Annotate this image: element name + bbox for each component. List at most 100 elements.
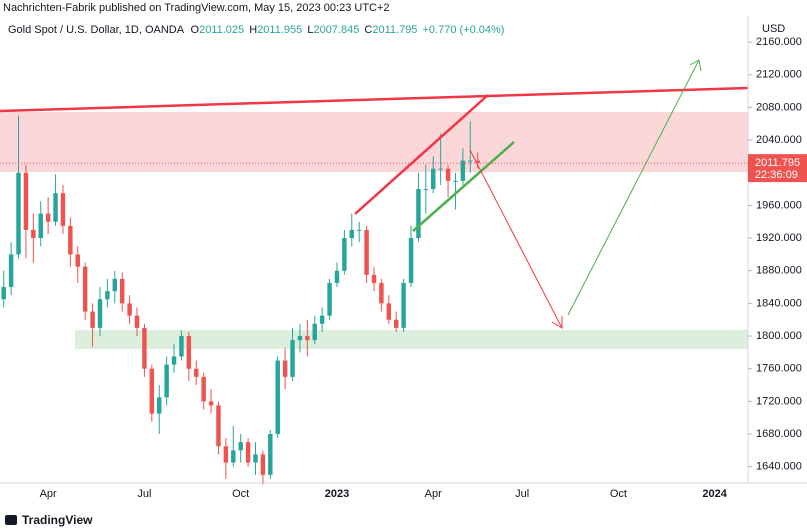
- candle-body: [112, 278, 118, 292]
- last-price-label: 2011.795: [755, 157, 800, 169]
- y-tick-label: 1840.000: [756, 297, 802, 309]
- candle-body: [371, 274, 377, 283]
- candles: [1, 115, 480, 485]
- o-label: O: [191, 24, 200, 36]
- trend-line: [0, 86, 749, 113]
- publisher: Nachrichten-Fabrik published on TradingV…: [3, 2, 390, 14]
- candle-body: [468, 160, 473, 162]
- candle-body: [282, 360, 288, 377]
- x-tick-label: 2024: [702, 488, 727, 500]
- candle-body: [297, 336, 303, 341]
- candle-body: [105, 291, 110, 300]
- candle-body: [334, 270, 340, 283]
- candle-body: [401, 282, 406, 328]
- candle-body: [423, 189, 429, 191]
- o-value: 2011.025: [199, 24, 244, 36]
- wedge-lower: [412, 141, 515, 232]
- candle-body: [260, 454, 266, 475]
- candle-body: [31, 229, 36, 239]
- candle-body: [379, 282, 384, 304]
- candle-body: [453, 180, 458, 182]
- logo: TradingView: [5, 513, 93, 527]
- up-arrow-head: [689, 59, 702, 72]
- y-tick-label: 1760.000: [756, 363, 802, 375]
- candle-body: [364, 229, 369, 275]
- candle-body: [416, 189, 421, 239]
- logo-icon: [5, 515, 17, 525]
- candle-body: [312, 323, 317, 341]
- h-label: H: [249, 24, 257, 36]
- candle-body: [1, 287, 6, 300]
- candle-body: [268, 434, 273, 475]
- x-tick-label: 2023: [325, 488, 349, 500]
- candle-body: [238, 442, 243, 451]
- candle-body: [149, 368, 155, 414]
- candle-body: [431, 168, 436, 190]
- candle-body: [68, 225, 73, 255]
- candle-body: [60, 193, 66, 226]
- candle-body: [171, 356, 177, 365]
- legend: Gold Spot / U.S. Dollar, 1D, OANDA O2011…: [8, 24, 504, 36]
- candle-body: [460, 160, 466, 181]
- y-tick-label: 1960.000: [756, 199, 802, 211]
- y-tick-label: 1680.000: [756, 428, 802, 440]
- candle-body: [194, 368, 199, 377]
- y-tick-label: 1920.000: [756, 232, 802, 244]
- candle-body: [38, 213, 43, 239]
- candle-body: [201, 376, 206, 402]
- y-tick-label: 1640.000: [756, 461, 802, 473]
- candle-body: [290, 340, 295, 377]
- candle-body: [305, 336, 310, 341]
- candle-body: [82, 266, 88, 312]
- brand: TradingView: [22, 513, 93, 527]
- y-tick-label: 1800.000: [756, 330, 802, 342]
- candle-body: [157, 397, 162, 414]
- wedge-upper: [354, 94, 489, 215]
- candle-body: [475, 160, 480, 164]
- candle-body: [142, 327, 147, 369]
- candle-body: [223, 446, 229, 463]
- x-tick-label: Jul: [515, 488, 529, 500]
- candle-body: [253, 454, 258, 463]
- candle-body: [445, 168, 451, 181]
- candle-body: [45, 213, 51, 222]
- l-label: L: [307, 24, 313, 36]
- candle-body: [216, 405, 221, 447]
- h-value: 2011.955: [257, 24, 302, 36]
- candle-body: [90, 311, 95, 328]
- candle-body: [119, 278, 125, 304]
- y-tick-label: 2160.000: [756, 36, 802, 48]
- x-tick-label: Apr: [40, 488, 57, 500]
- c-label: C: [364, 24, 372, 36]
- candle-body: [393, 319, 399, 328]
- candle-body: [16, 172, 21, 255]
- candle-body: [438, 168, 443, 170]
- symbol: Gold Spot / U.S. Dollar, 1D, OANDA: [8, 24, 185, 36]
- support-zone: [75, 330, 748, 349]
- candle-body: [97, 299, 103, 328]
- c-value: 2011.795: [372, 24, 417, 36]
- candle-body: [245, 442, 251, 463]
- y-axis-label: USD: [762, 23, 785, 35]
- candle-body: [179, 336, 184, 357]
- candle-body: [8, 254, 14, 288]
- y-tick-label: 2120.000: [756, 69, 802, 81]
- candle-body: [386, 303, 392, 320]
- x-tick-label: Jul: [137, 488, 151, 500]
- candle-body: [164, 364, 169, 398]
- candle-body: [342, 238, 347, 271]
- x-tick-label: Apr: [425, 488, 442, 500]
- candle-body: [186, 336, 192, 369]
- candle-body: [23, 172, 29, 230]
- countdown-label: 22:36:09: [755, 169, 798, 181]
- change: +0.770 (+0.04%): [423, 24, 505, 36]
- candle-body: [408, 238, 414, 283]
- last-price-box: [748, 154, 807, 183]
- x-tick-label: Oct: [232, 488, 249, 500]
- candle-body: [127, 303, 132, 316]
- candle-body: [231, 450, 236, 463]
- x-tick-label: Oct: [610, 488, 627, 500]
